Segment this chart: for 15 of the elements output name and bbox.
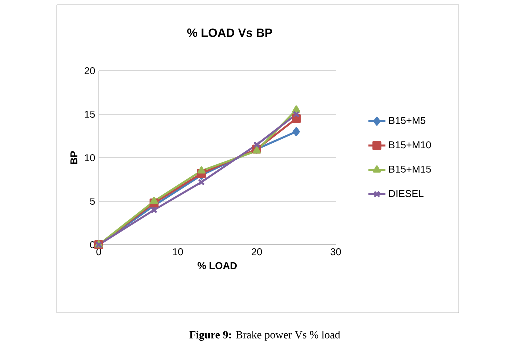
legend-label: B15+M15 [389,166,432,173]
y-tick-label: 10 [85,154,96,162]
y-tick-label: 20 [84,67,96,75]
chart-title: % LOAD Vs BP [187,28,272,38]
legend-label: B15+M10 [389,142,432,149]
y-tick-label: 15 [85,111,96,118]
y-tick-label: 5 [90,198,96,205]
x-axis-title: % LOAD [198,262,238,270]
text: Figure 9: Brake power Vs % load [190,331,340,342]
legend-label: B15+M5 [389,117,426,124]
x-tick-label: 30 [330,248,342,256]
x-tick-label: 10 [173,248,184,256]
legend-label: DIESEL [389,190,424,198]
x-tick-label: 20 [252,248,262,256]
y-axis-title: BP [70,151,78,164]
